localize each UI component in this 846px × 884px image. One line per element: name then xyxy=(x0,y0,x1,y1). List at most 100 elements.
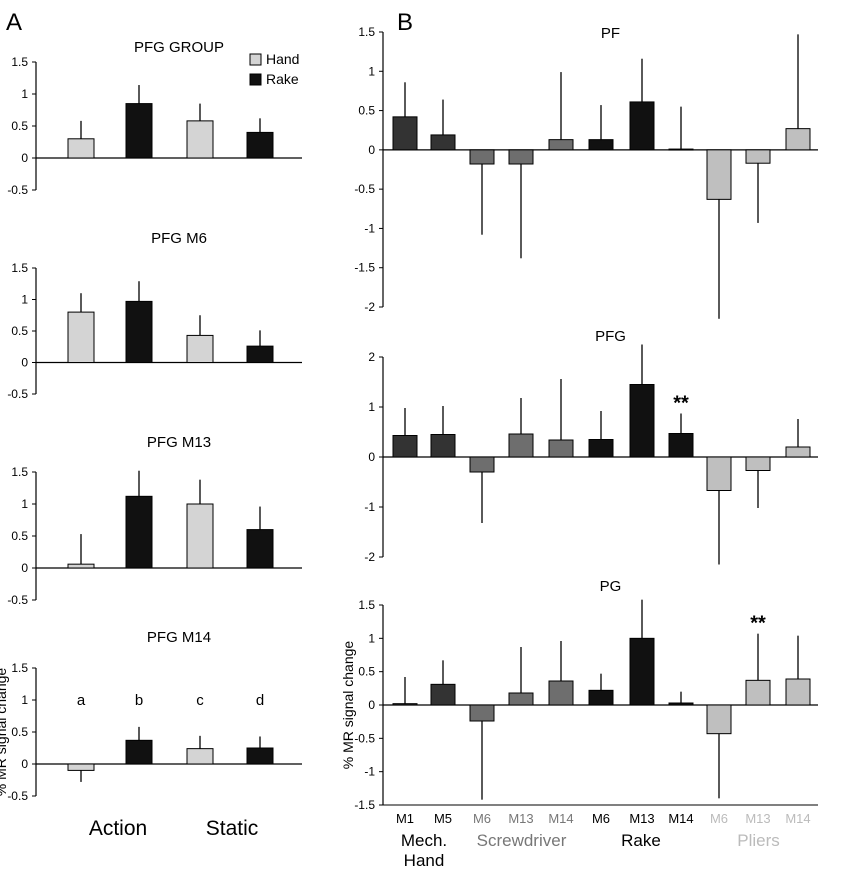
x-tick-label: M5 xyxy=(434,811,452,826)
y-tick-label: -1 xyxy=(364,765,375,779)
bar xyxy=(745,679,771,706)
bar xyxy=(67,563,95,569)
bar-letter-label: c xyxy=(196,692,204,709)
panel-label-b: B xyxy=(397,9,413,36)
y-tick-label: 1.5 xyxy=(358,598,375,612)
y-tick-label: 1.5 xyxy=(11,55,28,69)
y-tick-label: -0.5 xyxy=(7,789,28,803)
bar-letter-label: a xyxy=(77,692,86,709)
y-tick-label: -0.5 xyxy=(7,593,28,607)
x-tick-label: M14 xyxy=(548,811,573,826)
y-tick-label: 0.5 xyxy=(358,665,375,679)
y-tick-label: 1 xyxy=(21,293,28,307)
bar xyxy=(392,435,418,458)
bar xyxy=(629,101,655,151)
bar xyxy=(785,678,811,706)
group-label: Screwdriver xyxy=(477,831,567,850)
bar xyxy=(125,300,153,364)
group-label: Mech. xyxy=(401,831,447,850)
bar xyxy=(548,680,574,706)
x-tick-label: M14 xyxy=(668,811,693,826)
y-tick-label: 1 xyxy=(21,497,28,511)
x-tick-label: M6 xyxy=(592,811,610,826)
bar xyxy=(392,116,418,151)
bar xyxy=(246,529,274,569)
bar xyxy=(668,433,694,458)
bar xyxy=(706,456,732,491)
x-tick-label: M14 xyxy=(785,811,810,826)
bar xyxy=(548,139,574,151)
y-tick-label: -0.5 xyxy=(7,183,28,197)
bar xyxy=(508,149,534,165)
y-axis-label: % MR signal change xyxy=(340,641,356,770)
bar xyxy=(668,702,694,706)
bar xyxy=(745,149,771,164)
group-label: Rake xyxy=(621,831,661,850)
x-tick-label: M1 xyxy=(396,811,414,826)
y-tick-label: 1 xyxy=(368,400,375,414)
chart-title: PFG M6 xyxy=(151,230,207,247)
bar xyxy=(186,120,214,159)
y-tick-label: 0.5 xyxy=(11,119,28,133)
bar xyxy=(67,763,95,771)
condition-label-static: Static xyxy=(206,817,259,840)
x-tick-label: M6 xyxy=(710,811,728,826)
y-tick-label: 1 xyxy=(21,693,28,707)
y-tick-label: -2 xyxy=(364,550,375,564)
x-tick-label: M13 xyxy=(745,811,770,826)
bar xyxy=(246,131,274,159)
y-tick-label: 1.5 xyxy=(11,661,28,675)
y-tick-label: 0 xyxy=(368,143,375,157)
bar xyxy=(668,148,694,151)
bar xyxy=(125,495,153,569)
bar xyxy=(508,433,534,458)
group-label: Pliers xyxy=(737,831,780,850)
legend-swatch xyxy=(249,53,262,66)
bar xyxy=(246,747,274,765)
x-tick-label: M13 xyxy=(508,811,533,826)
bar xyxy=(706,704,732,735)
y-tick-label: 2 xyxy=(368,350,375,364)
y-tick-label: 0.5 xyxy=(11,529,28,543)
y-axis-label: % MR signal change xyxy=(0,668,9,797)
y-tick-label: 0 xyxy=(368,698,375,712)
bar xyxy=(186,334,214,364)
bar xyxy=(785,128,811,151)
y-tick-label: 1 xyxy=(21,87,28,101)
bar xyxy=(392,703,418,706)
y-tick-label: -1 xyxy=(364,500,375,514)
chart-title: PF xyxy=(601,25,620,42)
bar xyxy=(186,503,214,569)
chart-title: PFG M13 xyxy=(147,434,211,451)
y-tick-label: 1 xyxy=(368,631,375,645)
bar xyxy=(430,434,456,458)
legend-swatch xyxy=(249,73,262,86)
bar xyxy=(125,739,153,765)
y-tick-label: 0 xyxy=(21,757,28,771)
y-tick-label: -1 xyxy=(364,221,375,235)
y-tick-label: 0.5 xyxy=(11,324,28,338)
significance-marker: ** xyxy=(750,613,766,635)
y-tick-label: -0.5 xyxy=(7,387,28,401)
bar xyxy=(469,149,495,165)
bar xyxy=(629,637,655,706)
y-tick-label: 0.5 xyxy=(11,725,28,739)
group-label: Hand xyxy=(404,851,445,870)
bar xyxy=(588,689,614,706)
y-tick-label: 1 xyxy=(368,64,375,78)
bar xyxy=(246,345,274,363)
bar xyxy=(588,439,614,458)
x-tick-label: M6 xyxy=(473,811,491,826)
x-tick-label: M13 xyxy=(629,811,654,826)
chart-title: PFG xyxy=(595,328,626,345)
bar xyxy=(508,692,534,706)
y-tick-label: 0 xyxy=(368,450,375,464)
y-tick-label: -0.5 xyxy=(354,731,375,745)
bar xyxy=(67,311,95,364)
bar xyxy=(745,456,771,471)
bar xyxy=(469,704,495,722)
chart-title: PFG GROUP xyxy=(134,39,224,56)
bar xyxy=(125,103,153,159)
bar-letter-label: d xyxy=(256,692,264,709)
